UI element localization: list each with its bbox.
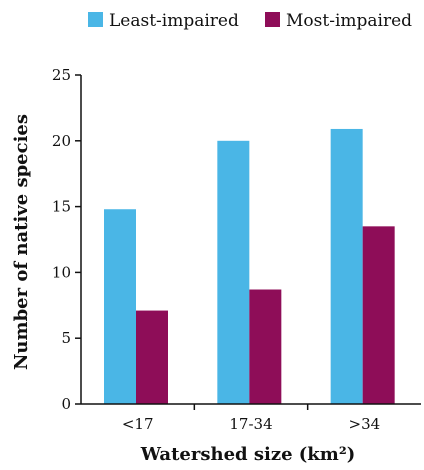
bar-most-impaired-3 [362, 226, 395, 404]
x-tick-label-1: <17 [122, 415, 154, 433]
x-axis-title: Watershed size (km²) [140, 444, 355, 465]
y-tick-label-0: 0 [61, 395, 71, 413]
legend-swatch-most-impaired [265, 12, 280, 27]
x-tick-label-2: 17-34 [229, 415, 272, 433]
plot-area: 0 5 10 15 20 25 <17 17-34 >34 [52, 66, 421, 433]
y-axis-title: Number of native species [11, 114, 32, 370]
bar-least-impaired-3 [330, 128, 363, 404]
legend: Least-impaired Most-impaired [88, 11, 412, 31]
bar-least-impaired-1 [104, 209, 136, 404]
y-tick-label-5: 5 [61, 329, 71, 347]
y-tick-label-20: 20 [52, 132, 71, 150]
legend-label-least-impaired: Least-impaired [109, 11, 239, 31]
y-tick-label-10: 10 [52, 263, 71, 281]
bar-least-impaired-2 [217, 140, 250, 405]
y-tick-label-25: 25 [52, 66, 71, 84]
y-tick-label-15: 15 [52, 198, 71, 216]
x-tick-label-3: >34 [349, 415, 381, 433]
legend-swatch-least-impaired [88, 12, 103, 27]
bar-most-impaired-2 [249, 289, 282, 404]
bar-most-impaired-1 [136, 310, 168, 404]
legend-label-most-impaired: Most-impaired [286, 11, 412, 31]
